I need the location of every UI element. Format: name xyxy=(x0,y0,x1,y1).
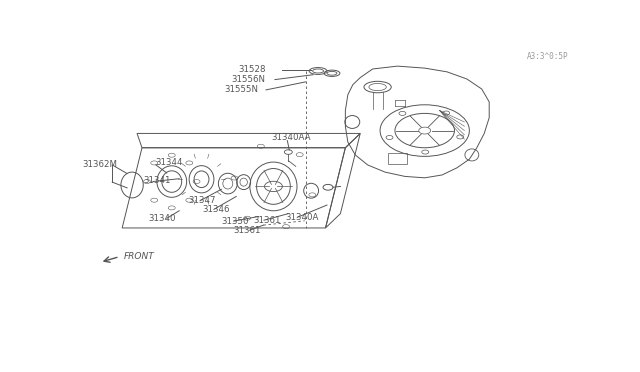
Text: 31341: 31341 xyxy=(143,176,170,185)
Text: 31347: 31347 xyxy=(188,196,216,205)
Text: 31361: 31361 xyxy=(253,216,280,225)
Text: 31340: 31340 xyxy=(148,214,176,223)
Text: 31555N: 31555N xyxy=(225,85,259,94)
Text: 31361: 31361 xyxy=(234,226,261,235)
Text: A3:3^0:5P: A3:3^0:5P xyxy=(527,52,568,61)
Text: FRONT: FRONT xyxy=(124,252,154,261)
Text: 31344: 31344 xyxy=(156,158,184,167)
Text: 31556N: 31556N xyxy=(231,74,265,83)
Text: 31346: 31346 xyxy=(202,205,230,214)
Text: 31340AA: 31340AA xyxy=(271,133,310,142)
Text: 31340A: 31340A xyxy=(286,213,319,222)
Text: 31350: 31350 xyxy=(221,217,249,226)
Text: 31528: 31528 xyxy=(239,65,266,74)
Text: 31362M: 31362M xyxy=(83,160,118,169)
